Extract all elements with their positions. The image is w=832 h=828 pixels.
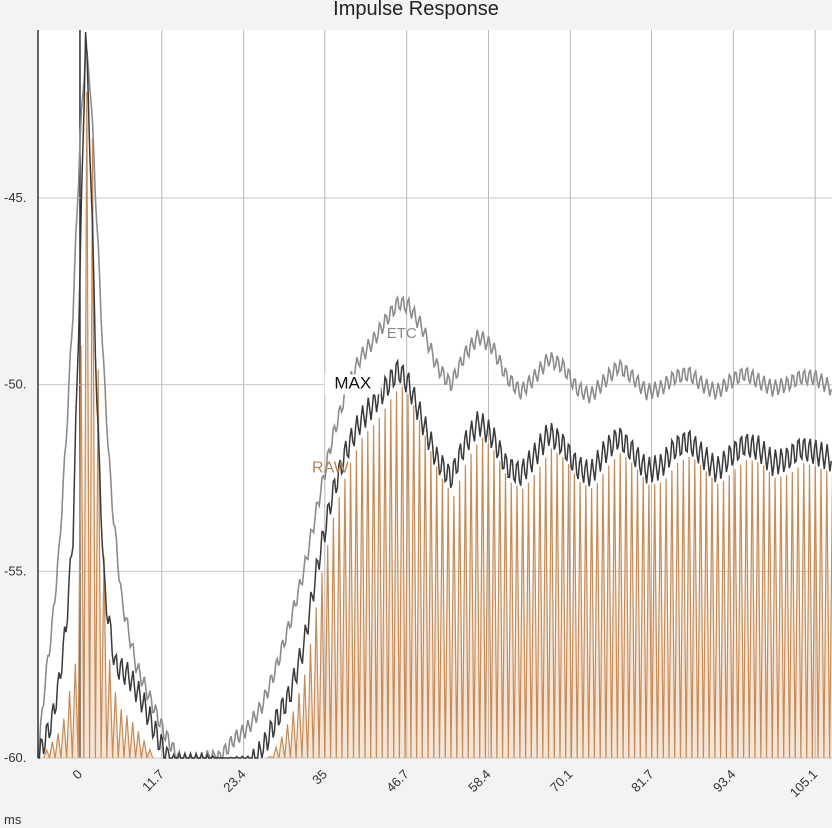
raw-impulse-bars (43, 91, 832, 759)
y-tick-label: -60. (4, 750, 26, 765)
y-tick-label: -50. (4, 377, 26, 392)
y-tick-label: -45. (4, 190, 26, 205)
series-legend-labels: ETC MAX RAW (312, 325, 417, 476)
series-lines (37, 31, 832, 760)
x-tick-label: 46.7 (383, 767, 412, 796)
series-label-etc: ETC (387, 325, 417, 342)
series-label-raw: RAW (312, 459, 350, 476)
y-tick-labels: -45. -50. -55. -60. (4, 190, 26, 765)
x-tick-label: 93.4 (710, 767, 739, 796)
series-line-etc (37, 48, 832, 760)
x-tick-label: 35 (309, 767, 330, 788)
x-tick-label: 105.1 (787, 767, 821, 801)
series-line-max (38, 31, 832, 759)
raw-impulse-fill (43, 91, 832, 759)
x-tick-label: 23.4 (220, 767, 249, 796)
x-tick-label: 58.4 (465, 767, 494, 796)
y-tick-label: -55. (4, 563, 26, 578)
chart-title: Impulse Response (333, 0, 499, 20)
x-tick-label: 0 (69, 767, 85, 783)
max-label-background (324, 374, 381, 395)
x-tick-label: 70.1 (547, 767, 576, 796)
x-axis-unit-label: ms (4, 812, 22, 827)
series-label-max: MAX (334, 373, 371, 392)
x-tick-label: 11.7 (139, 767, 167, 795)
x-tick-labels: 0 11.7 23.4 35 46.7 58.4 70.1 81.7 93.4 105.1 (69, 767, 820, 801)
x-tick-label: 81.7 (628, 767, 657, 796)
